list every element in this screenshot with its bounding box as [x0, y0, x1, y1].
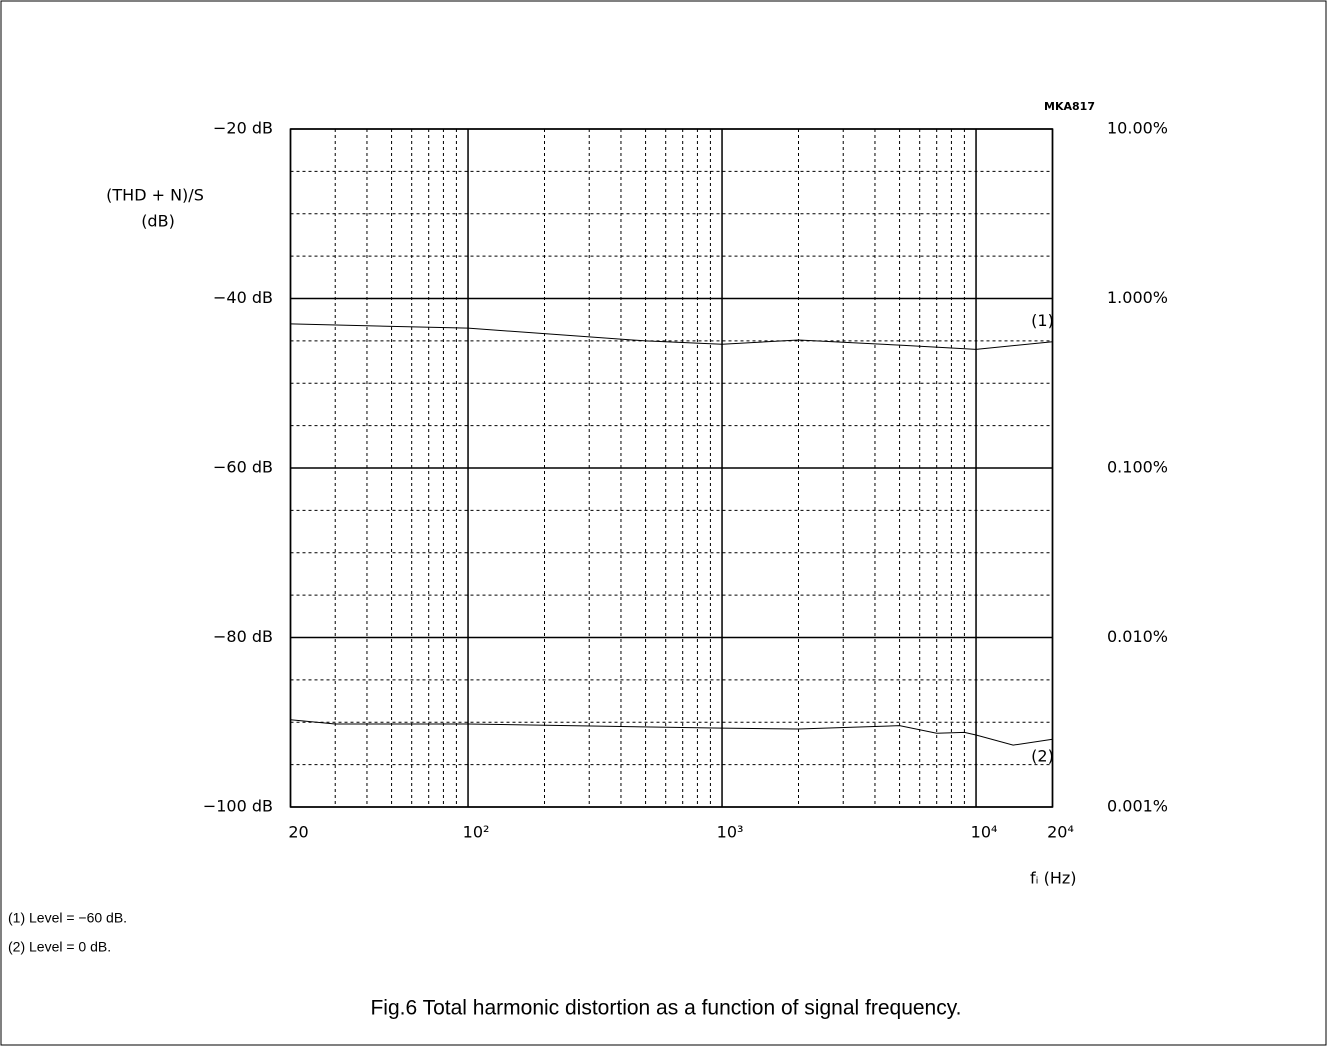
note: (2) Level = 0 dB.: [8, 939, 111, 955]
y-tick-label: −20 dB: [213, 119, 273, 138]
x-tick-label: 20: [288, 823, 308, 842]
plot-border: [289, 128, 1054, 808]
series-label: (1): [1031, 311, 1054, 330]
y-tick-label: −60 dB: [213, 458, 273, 477]
y2-tick-label: 0.010%: [1107, 627, 1168, 646]
x-tick-label: 10⁴: [971, 823, 998, 842]
y2-tick-label: 0.100%: [1107, 458, 1168, 477]
caption: Fig.6 Total harmonic distortion as a fun…: [370, 997, 961, 1020]
figure-code: MKA817: [1044, 100, 1095, 113]
y-tick-label: −100 dB: [203, 797, 273, 816]
series-line: [290, 719, 1053, 746]
x-tick-label: 20⁴: [1047, 823, 1074, 842]
series-label: (2): [1031, 747, 1054, 766]
x-axis-label: fᵢ (Hz): [1030, 869, 1077, 888]
y2-tick-label: 10.00%: [1107, 119, 1168, 138]
note: (1) Level = −60 dB.: [8, 910, 127, 926]
y2-tick-label: 0.001%: [1107, 797, 1168, 816]
y-tick-label: −40 dB: [213, 288, 273, 307]
y-axis-label: (THD + N)/S: [106, 186, 204, 205]
series-line: [290, 323, 1053, 350]
y-axis-unit: (dB): [141, 212, 175, 231]
x-tick-label: 10³: [717, 823, 744, 842]
y-tick-label: −80 dB: [213, 627, 273, 646]
y2-tick-label: 1.000%: [1107, 288, 1168, 307]
x-tick-label: 10²: [463, 823, 490, 842]
